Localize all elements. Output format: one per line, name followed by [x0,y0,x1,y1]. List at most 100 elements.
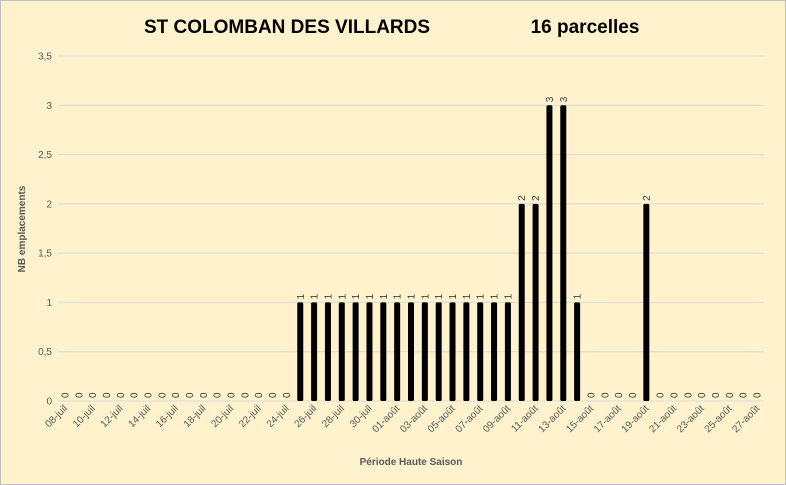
data-label: 1 [476,293,487,299]
y-tick-label: 1 [46,298,52,309]
y-tick-label: 2 [46,199,52,210]
data-label: 0 [683,392,694,398]
x-tick-label: 24-juil [265,403,292,430]
x-axis-ticks: 08-juil 10-juil 12-juil 14-juil 16-juil 18-ju… [43,403,762,435]
y-axis-ticks: 0 0,5 1 1,5 2 2,5 3 3,5 [38,52,52,408]
x-tick-label: 25-août [703,403,735,435]
bar [463,302,470,401]
data-label: 1 [448,293,459,299]
data-label: 0 [157,392,168,398]
x-tick-label: 15-août [564,403,596,435]
data-label: 0 [656,392,667,398]
x-tick-label: 10-juil [71,403,98,430]
x-tick-label: 14-juil [126,403,153,430]
data-label: 0 [670,392,681,398]
data-label: 0 [185,392,196,398]
data-label: 3 [545,96,556,102]
data-label: 2 [517,195,528,201]
data-label: 1 [434,293,445,299]
data-label: 0 [254,392,265,398]
data-label: 1 [365,293,376,299]
data-label: 1 [323,293,334,299]
x-tick-label: 19-août [620,403,652,435]
data-label: 1 [379,293,390,299]
x-tick-label: 07-août [454,403,486,435]
x-tick-label: 09-août [481,403,513,435]
x-tick-label: 23-août [675,403,707,435]
data-label: 1 [503,293,514,299]
x-axis-title: Période Haute Saison [360,457,463,468]
bars [297,105,650,402]
data-label: 1 [407,293,418,299]
x-tick-label: 20-juil [210,403,237,430]
data-label: 0 [725,392,736,398]
bar [352,302,359,401]
data-label: 1 [296,293,307,299]
x-tick-label: 03-août [398,403,430,435]
chart-title: ST COLOMBAN DES VILLARDS [144,17,430,38]
y-tick-label: 0,5 [38,347,52,358]
bar [643,203,650,401]
bar [408,302,414,401]
y-tick-label: 3,5 [38,52,52,63]
data-label: 1 [310,293,321,299]
data-label: 0 [697,392,708,398]
data-label: 2 [531,195,542,201]
data-label: 0 [240,392,251,398]
bar [560,105,567,402]
data-label: 0 [282,392,293,398]
data-label: 0 [711,392,722,398]
data-label: 0 [60,392,71,398]
x-tick-label: 22-juil [237,403,264,430]
y-tick-label: 1,5 [38,249,52,260]
data-label: 1 [393,293,404,299]
bar [491,302,498,401]
bar [449,302,456,401]
bar [311,302,318,401]
x-tick-label: 27-août [730,403,762,435]
data-label: 0 [614,392,625,398]
x-tick-label: 12-juil [99,403,126,430]
bar [366,302,373,401]
bar [435,302,442,401]
x-tick-label: 13-août [537,403,569,435]
x-tick-label: 16-juil [154,403,181,430]
bar [380,302,387,401]
x-tick-label: 28-juil [320,403,347,430]
data-label: 0 [143,392,154,398]
bar [324,302,331,401]
x-tick-label: 21-août [647,403,679,435]
data-labels: 0 0 0 0 0 0 0 0 0 0 0 0 0 0 0 0 01 1 1 1 1 1 1 1 1 1 1 1 1 1 1 12 23 310 0… [60,96,763,398]
bar [574,302,581,401]
data-label: 0 [213,392,224,398]
x-tick-label: 26-juil [293,403,320,430]
y-axis-title: NB emplacements [17,185,28,272]
bar [338,302,345,401]
data-label: 0 [102,392,113,398]
x-tick-label: 01-août [371,403,403,435]
data-label: 1 [573,293,584,299]
data-label: 1 [420,293,431,299]
data-label: 0 [116,392,127,398]
bar [518,203,525,401]
data-label: 0 [268,392,279,398]
data-label: 3 [559,96,570,102]
x-tick-label: 17-août [592,403,624,435]
y-tick-label: 2,5 [38,150,52,161]
bar [546,105,553,402]
bar [394,302,401,401]
bar [504,302,511,401]
data-label: 0 [130,392,141,398]
y-tick-label: 0 [46,397,52,408]
data-label: 1 [351,293,362,299]
data-label: 1 [490,293,501,299]
bar [532,203,539,401]
data-label: 1 [337,293,348,299]
data-label: 0 [171,392,182,398]
data-label: 0 [586,392,597,398]
data-label: 0 [753,392,764,398]
data-label: 0 [227,392,238,398]
data-label: 0 [628,392,639,398]
